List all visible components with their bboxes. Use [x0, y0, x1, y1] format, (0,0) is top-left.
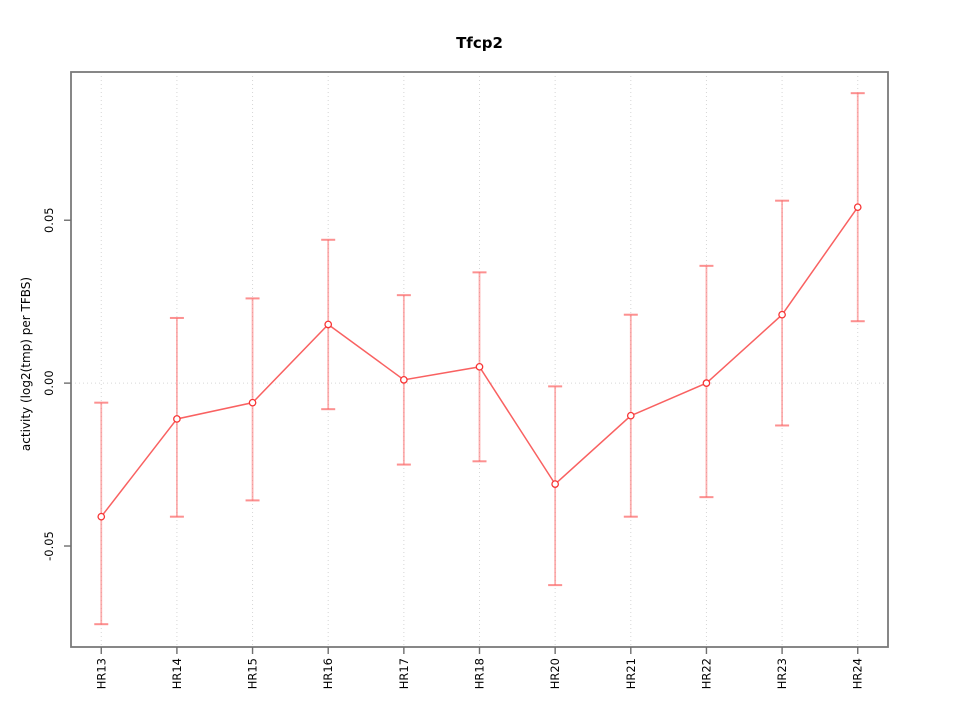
data-point	[626, 411, 635, 420]
chart-title: Tfcp2	[456, 34, 503, 52]
x-tick-label: HR20	[548, 658, 562, 689]
x-tick-label: HR23	[775, 658, 789, 689]
data-point	[551, 480, 559, 488]
x-tick-label: HR22	[699, 658, 713, 689]
x-tick-label: HR17	[397, 658, 411, 689]
data-point	[248, 398, 257, 407]
y-tick-label: -0.05	[42, 531, 56, 561]
x-tick-label: HR21	[624, 658, 638, 689]
data-point	[97, 512, 106, 521]
data-point	[702, 379, 711, 387]
x-tick-label: HR16	[321, 658, 335, 689]
x-tick-label: HR13	[94, 658, 108, 689]
y-tick-label: 0.00	[42, 370, 56, 396]
x-tick-label: HR15	[246, 658, 260, 689]
data-point	[475, 362, 484, 371]
data-point	[324, 320, 333, 329]
data-point	[400, 376, 408, 384]
data-point	[778, 310, 786, 319]
data-point	[173, 415, 181, 423]
x-tick-label: HR18	[473, 658, 487, 689]
data-point	[853, 203, 862, 212]
x-tick-label: HR24	[851, 658, 865, 689]
y-tick-label: 0.05	[42, 207, 56, 233]
x-tick-label: HR14	[170, 658, 184, 689]
